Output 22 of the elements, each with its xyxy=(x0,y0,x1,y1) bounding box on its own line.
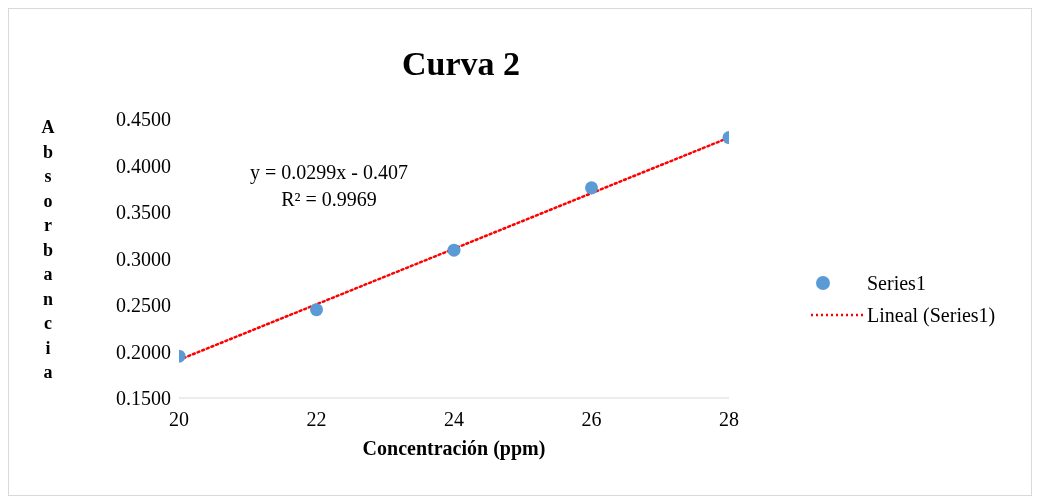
text: Absorbancia xyxy=(41,117,55,382)
point xyxy=(585,181,598,195)
chart-title: Curva 2 xyxy=(400,45,522,83)
y-tick-label: 0.3000 xyxy=(116,247,171,270)
x-tick-label: 26 xyxy=(581,408,602,431)
x-axis-title: Concentración (ppm) xyxy=(361,437,547,460)
x-tick-label: 20 xyxy=(169,408,189,431)
annotation: y = 0.0299x - 0.407 xyxy=(249,161,409,184)
y-tick-label: 0.2000 xyxy=(116,340,171,363)
y-tick-label: 0.2500 xyxy=(116,294,171,317)
y-tick-label: 0.4500 xyxy=(116,108,171,131)
point xyxy=(447,243,461,257)
y-tick-label: 0.3500 xyxy=(116,201,171,224)
x-tick-label: 22 xyxy=(306,408,327,431)
x-tick-label: 28 xyxy=(719,408,739,431)
legend-label: Lineal (Series1) xyxy=(867,303,996,327)
annotation: R² = 0.9969 xyxy=(280,188,378,211)
y-tick-label: 0.1500 xyxy=(116,387,171,410)
x-tick-label: 24 xyxy=(444,408,464,431)
legend-label: Series1 xyxy=(867,271,926,295)
point xyxy=(310,303,323,317)
y-tick-label: 0.4000 xyxy=(116,154,171,177)
